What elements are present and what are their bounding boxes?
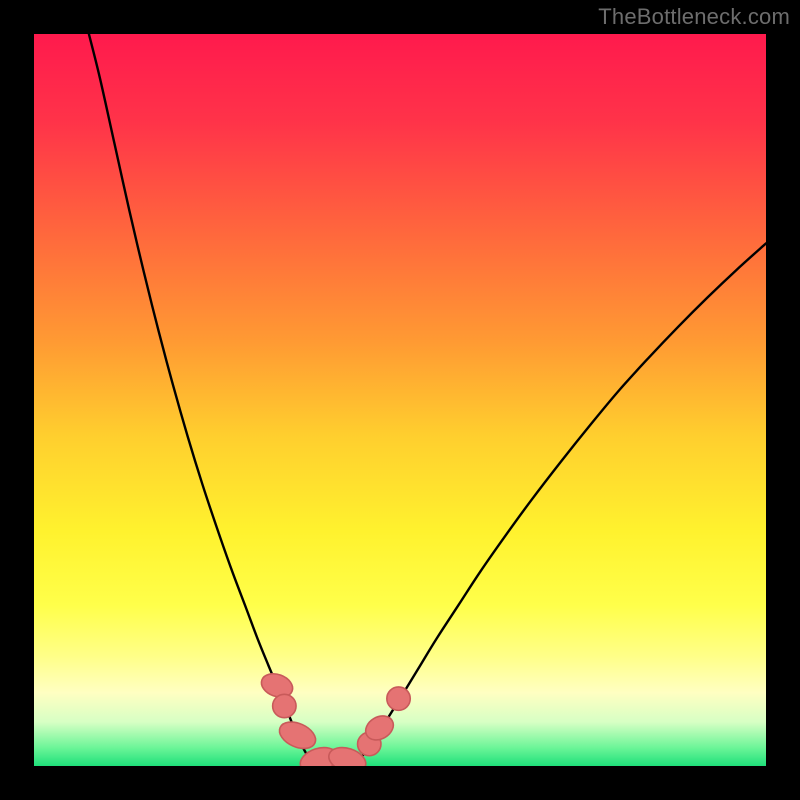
chart-background bbox=[34, 34, 766, 766]
chart-frame: TheBottleneck.com bbox=[0, 0, 800, 800]
marker-1 bbox=[273, 694, 296, 717]
marker-7 bbox=[387, 687, 410, 710]
watermark-text: TheBottleneck.com bbox=[598, 4, 790, 30]
chart-svg bbox=[34, 34, 766, 766]
plot-area bbox=[34, 34, 766, 766]
